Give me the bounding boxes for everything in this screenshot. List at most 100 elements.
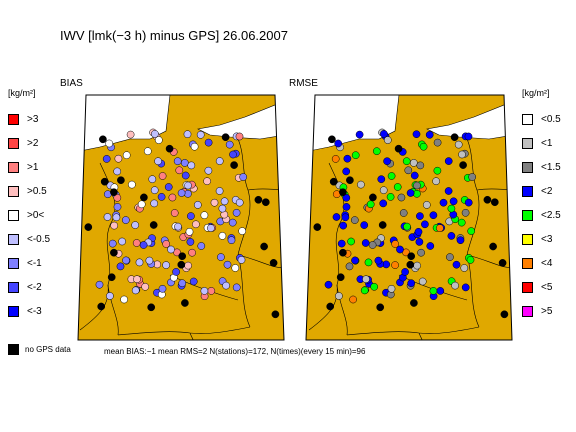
station-marker [377, 175, 386, 184]
station-marker [204, 138, 213, 147]
station-marker [335, 292, 343, 300]
station-marker [235, 198, 244, 207]
sea-area [78, 95, 171, 154]
station-marker [346, 176, 354, 185]
station-marker [218, 232, 227, 240]
station-marker [406, 189, 415, 197]
station-marker [342, 193, 351, 202]
station-marker [324, 280, 333, 289]
station-marker [112, 213, 121, 222]
station-marker [394, 144, 403, 153]
station-marker [164, 183, 173, 191]
station-marker [349, 295, 357, 304]
bias-unit-label: [kg/m²] [8, 88, 36, 98]
station-marker [355, 130, 364, 139]
station-marker [464, 198, 473, 207]
station-marker [149, 221, 158, 229]
station-marker [220, 197, 229, 206]
station-marker [337, 239, 346, 248]
station-marker [387, 284, 396, 293]
legend-label: <-3 [27, 305, 42, 317]
rmse-unit-label: [kg/m²] [522, 88, 550, 98]
station-marker [406, 260, 415, 269]
station-marker [181, 299, 189, 307]
station-marker [271, 310, 280, 319]
station-marker [339, 221, 348, 230]
legend-swatch [8, 113, 19, 125]
station-marker [232, 208, 241, 217]
station-marker [412, 130, 421, 139]
station-marker [192, 220, 200, 229]
station-marker [413, 181, 421, 190]
bias-legend-item-gt2: >2 [8, 136, 50, 150]
station-marker [227, 236, 236, 245]
legend-swatch [522, 281, 533, 293]
bias-legend-item-gt1: >1 [8, 160, 50, 174]
station-marker [460, 264, 469, 272]
station-marker [379, 186, 388, 195]
station-marker [207, 224, 215, 232]
station-marker [120, 295, 128, 304]
country-border [189, 332, 199, 340]
station-marker [416, 212, 424, 220]
station-marker [379, 199, 388, 208]
station-marker [380, 130, 388, 138]
station-marker [444, 157, 453, 165]
station-marker [184, 261, 192, 270]
station-marker [113, 203, 122, 211]
station-marker [467, 227, 476, 235]
rmse-panel-label: RMSE [289, 78, 318, 89]
station-marker [167, 245, 175, 254]
legend-label: >2 [27, 137, 39, 149]
legend-label: >1 [27, 161, 39, 173]
station-marker [197, 242, 206, 250]
bias-map [78, 95, 284, 340]
station-marker [368, 241, 377, 249]
country-border [117, 326, 251, 336]
station-marker [135, 258, 144, 267]
station-marker [193, 201, 202, 209]
legend-swatch [8, 185, 19, 197]
station-marker [386, 193, 395, 201]
bias-legend-item-lt-2: <-2 [8, 280, 50, 294]
station-marker [174, 222, 182, 231]
station-marker [360, 286, 369, 295]
station-marker [239, 173, 248, 181]
station-marker [165, 144, 174, 153]
country-border [466, 138, 480, 328]
station-marker [128, 180, 136, 189]
station-marker [383, 136, 392, 144]
rmse-legend-item: <2.5 [522, 208, 561, 222]
station-marker [133, 275, 141, 284]
rmse-legend-item: <3 [522, 232, 561, 246]
legend-swatch [8, 281, 19, 293]
station-marker [449, 197, 458, 206]
station-marker [139, 241, 148, 249]
station-marker [168, 193, 177, 202]
station-marker [170, 209, 179, 217]
legend-swatch [8, 257, 19, 269]
station-marker [490, 198, 499, 207]
station-marker [102, 155, 111, 163]
station-marker [357, 180, 365, 189]
bias-legend-item-gt05: >0.5 [8, 184, 50, 198]
station-marker [207, 287, 216, 295]
station-marker [225, 140, 234, 149]
station-marker [404, 166, 413, 175]
station-marker [331, 155, 340, 163]
station-marker [339, 188, 347, 197]
station-marker [397, 193, 406, 202]
bias-legend-item-lt-1: <-1 [8, 256, 50, 270]
station-marker [238, 227, 247, 235]
station-marker [180, 159, 189, 167]
legend-label: >0.5 [27, 185, 47, 197]
station-marker [366, 200, 375, 209]
station-marker [229, 150, 237, 159]
station-marker [184, 181, 192, 190]
station-marker [178, 279, 187, 288]
station-marker [113, 167, 122, 176]
statistics-footer: mean BIAS:−1 mean RMS=2 N(stations)=172,… [104, 347, 366, 356]
station-marker [172, 268, 180, 276]
station-marker [221, 133, 230, 142]
station-marker [360, 221, 369, 229]
